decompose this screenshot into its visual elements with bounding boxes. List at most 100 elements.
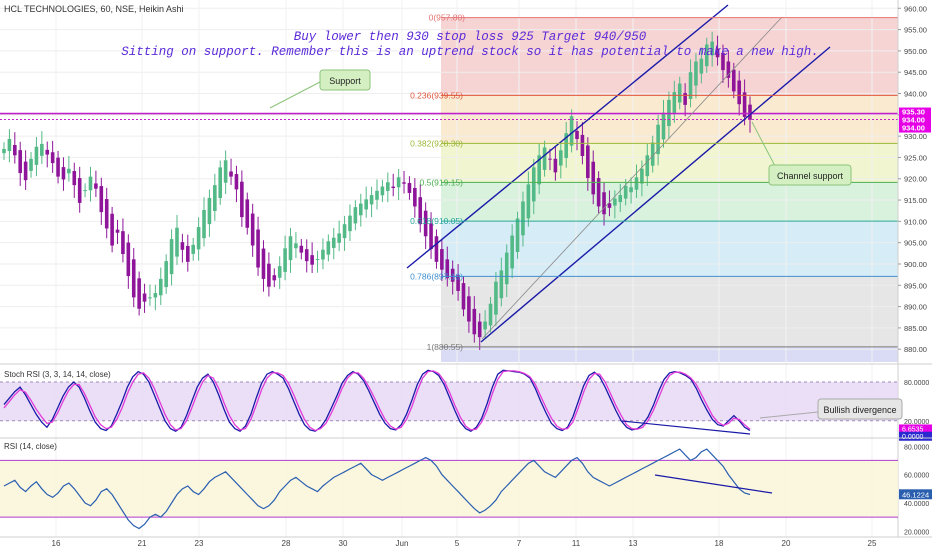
candle-body bbox=[440, 249, 444, 270]
candle-body bbox=[521, 201, 525, 236]
time-tick-label: 30 bbox=[339, 539, 348, 548]
candle-body bbox=[110, 213, 114, 246]
time-tick-label: 28 bbox=[282, 539, 291, 548]
candle-body bbox=[537, 155, 541, 185]
candle-body bbox=[677, 83, 682, 103]
channel-support-callout[interactable]: Channel support bbox=[751, 121, 852, 186]
time-tick-label: 21 bbox=[138, 539, 147, 548]
rsi-tick-label: 40.0000 bbox=[904, 501, 929, 508]
fib-zone bbox=[441, 182, 898, 222]
candle-body bbox=[596, 178, 601, 207]
price-badge bbox=[899, 123, 931, 133]
price-tick-label: 900.00 bbox=[904, 260, 927, 269]
candle-body bbox=[434, 236, 439, 262]
candle-body bbox=[131, 259, 136, 298]
price-tick-label: 960.00 bbox=[904, 4, 927, 13]
candle-body bbox=[704, 44, 709, 67]
candle-body bbox=[504, 252, 509, 285]
time-axis[interactable]: 16 21 23 28 30 Jun 5 7 11 13 18 20 25 bbox=[0, 536, 932, 548]
candle-body bbox=[2, 148, 6, 154]
candle-body bbox=[531, 167, 536, 202]
fib-zone bbox=[441, 276, 898, 347]
candle-body bbox=[423, 210, 428, 237]
candle-body bbox=[748, 104, 752, 120]
rsi-divergence-line[interactable] bbox=[654, 474, 773, 494]
candle-body bbox=[558, 150, 563, 166]
candle-body bbox=[7, 138, 12, 152]
time-tick-label: 25 bbox=[868, 539, 877, 548]
stoch-rsi-legend[interactable]: Stoch RSI (3, 3, 14, 14, close) bbox=[4, 370, 111, 379]
candle-body bbox=[526, 184, 531, 219]
price-badge-label: 934.00 bbox=[902, 124, 925, 133]
price-grid bbox=[0, 0, 898, 537]
candle-body bbox=[348, 215, 352, 232]
candle-body bbox=[277, 266, 282, 278]
price-badge bbox=[899, 107, 931, 117]
stoch-d-line bbox=[3, 370, 751, 432]
candle-body bbox=[456, 275, 460, 291]
candle-body bbox=[234, 174, 239, 190]
price-tick-label: 950.00 bbox=[904, 47, 927, 56]
candle-body bbox=[115, 229, 120, 233]
candle-body bbox=[640, 168, 644, 184]
candle-body bbox=[731, 69, 736, 92]
candle-body bbox=[575, 130, 579, 139]
candle-body bbox=[342, 224, 347, 239]
candle-body bbox=[737, 80, 741, 105]
candle-body bbox=[445, 259, 450, 279]
candle-body bbox=[142, 293, 147, 302]
channel-upper-line[interactable] bbox=[406, 4, 729, 269]
candle-body bbox=[337, 233, 341, 243]
drawing-tools[interactable] bbox=[0, 4, 898, 343]
rsi-legend[interactable]: RSI (14, close) bbox=[4, 442, 57, 451]
channel-mid-line[interactable] bbox=[481, 16, 783, 340]
candle-body bbox=[467, 296, 471, 322]
symbol-legend[interactable]: HCL TECHNOLOGIES, 60, NSE, Heikin Ashi bbox=[4, 4, 184, 14]
bullish-divergence-callout[interactable]: Bullish divergence bbox=[759, 398, 903, 420]
candle-body bbox=[13, 144, 17, 156]
price-pane[interactable]: 0(957.80) 0.236(939.55) 0.382(928.30) 0.5(9… bbox=[0, 0, 898, 537]
fib-level-label: 0.5(919.15) bbox=[420, 177, 464, 187]
candle-body bbox=[283, 248, 287, 272]
support-callout[interactable]: Support bbox=[269, 69, 371, 109]
candle-body bbox=[634, 177, 639, 190]
candle-body bbox=[688, 72, 693, 99]
candle-body bbox=[121, 231, 125, 255]
candle-body bbox=[613, 198, 617, 206]
candle-body bbox=[602, 192, 606, 215]
price-tick-label: 890.00 bbox=[904, 303, 927, 312]
candle-body bbox=[396, 177, 401, 188]
candle-body bbox=[607, 203, 612, 208]
stoch-badge-label: 6.6535 bbox=[902, 426, 924, 433]
candle-body bbox=[34, 146, 39, 165]
candle-body bbox=[191, 244, 196, 254]
candle-body bbox=[358, 203, 363, 216]
candle-body bbox=[683, 93, 687, 105]
candle-body bbox=[40, 143, 44, 156]
time-tick-label: 13 bbox=[629, 539, 638, 548]
candle-body bbox=[364, 199, 368, 210]
stoch-divergence-line[interactable] bbox=[621, 420, 751, 435]
candle-body bbox=[656, 124, 660, 155]
price-badge-label: 934.00 bbox=[902, 116, 925, 125]
candle-body bbox=[618, 195, 623, 203]
candle-body bbox=[548, 158, 552, 160]
rsi-tick-label: 80.0000 bbox=[904, 444, 929, 451]
stoch-band bbox=[0, 381, 898, 421]
candle-body bbox=[288, 236, 293, 261]
fibonacci-retracement[interactable] bbox=[441, 17, 898, 362]
price-tick-label: 945.00 bbox=[904, 68, 927, 77]
candle-body bbox=[56, 157, 60, 177]
rsi-pane[interactable]: 20.0000 40.0000 60.0000 80.0000 46.1224 bbox=[0, 437, 932, 536]
support-callout-text: Support bbox=[329, 76, 361, 86]
fib-level-label: 0(957.80) bbox=[429, 13, 466, 23]
candle-body bbox=[429, 223, 433, 250]
candle-body bbox=[18, 150, 23, 174]
candle-body bbox=[94, 183, 98, 189]
channel-lower-line[interactable] bbox=[480, 46, 831, 343]
candle-body bbox=[72, 171, 77, 186]
candle-body bbox=[380, 186, 385, 196]
candle-body bbox=[629, 187, 633, 193]
